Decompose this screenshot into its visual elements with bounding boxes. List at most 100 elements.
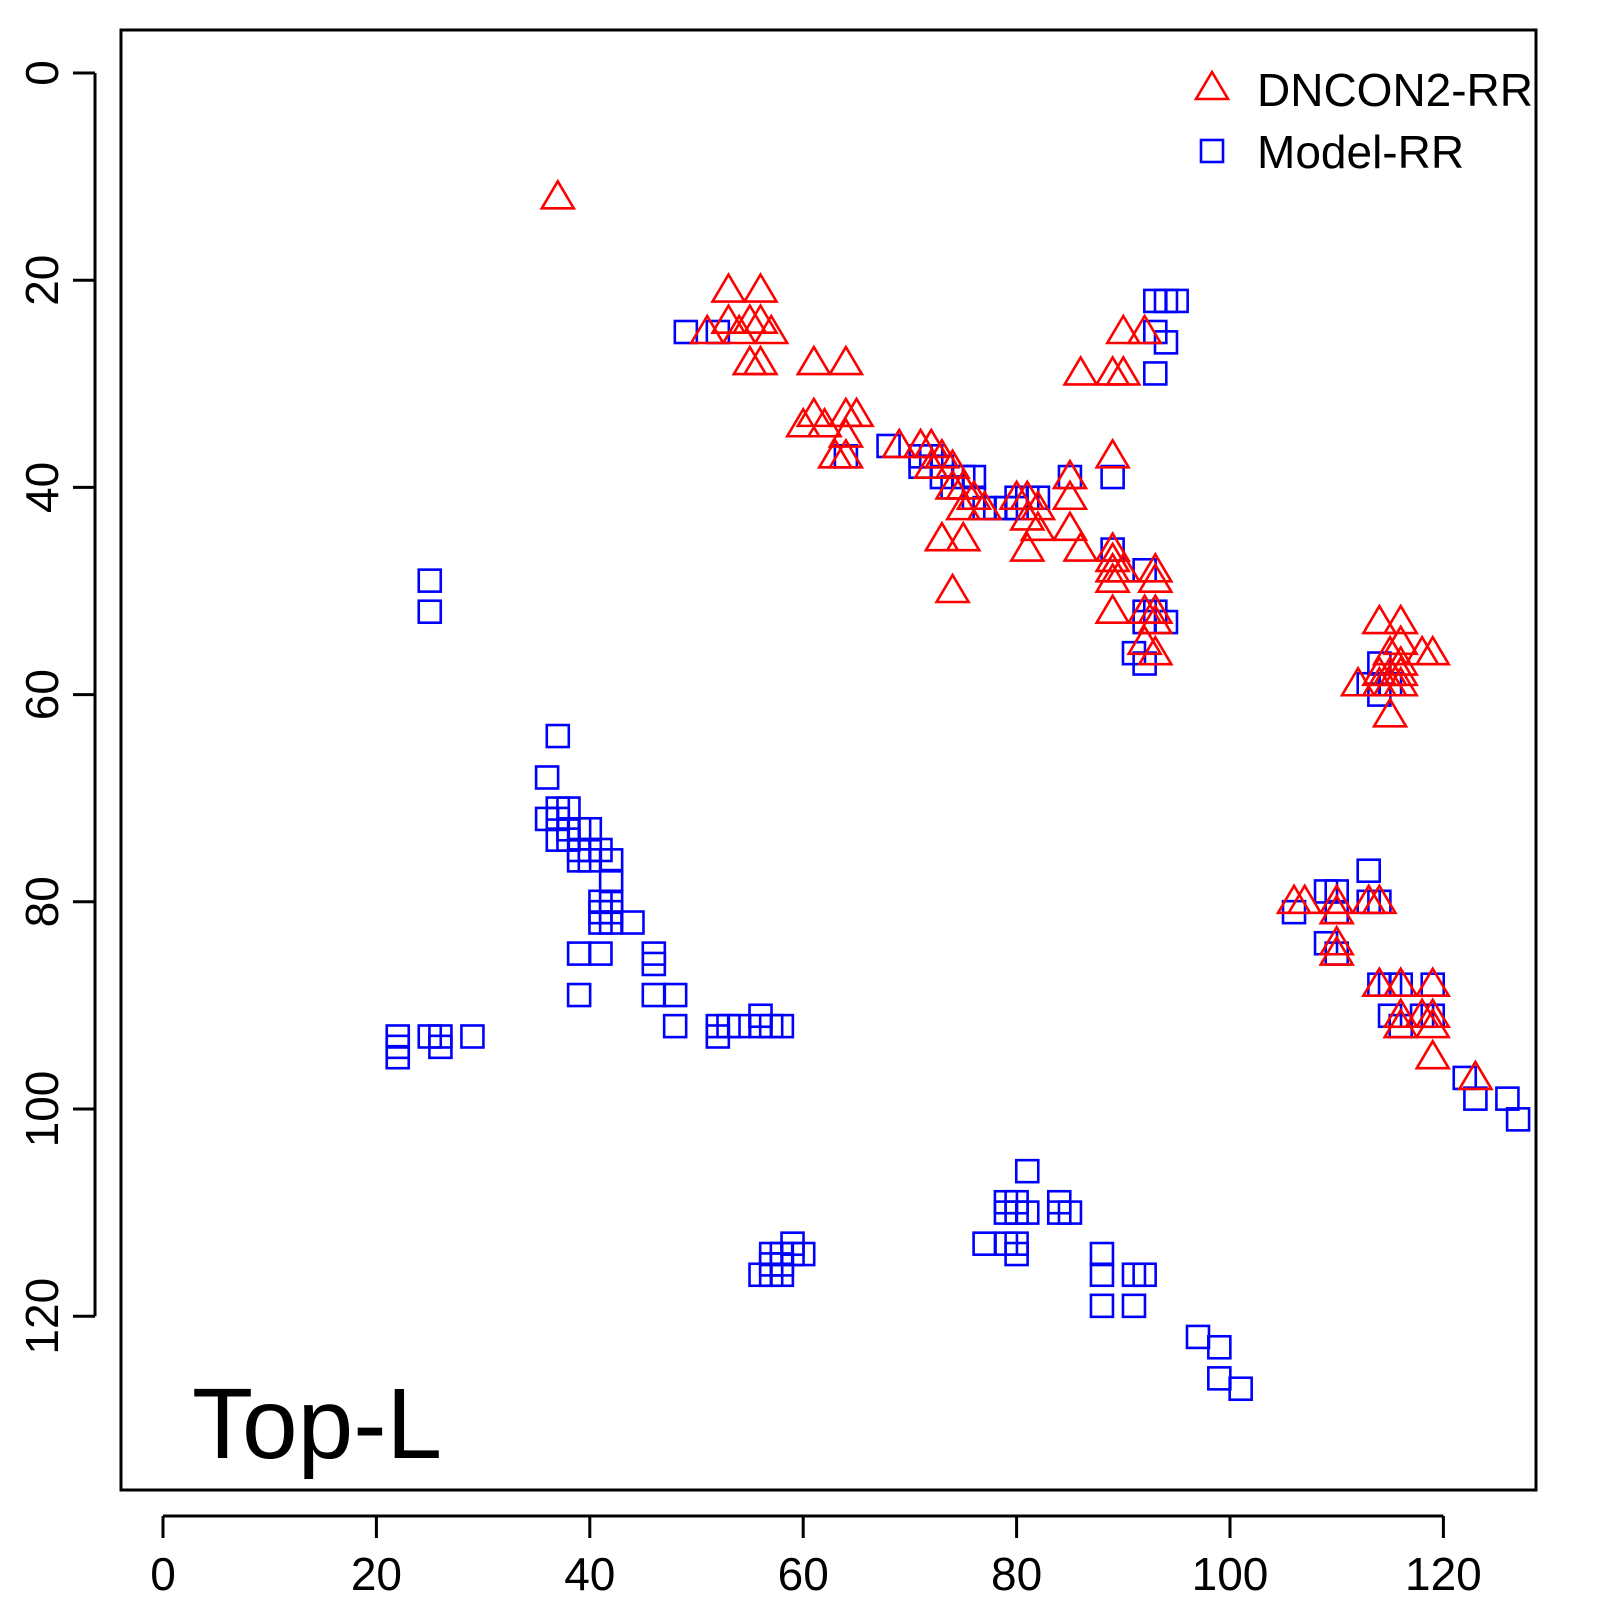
dncon2-rr-point [1105, 313, 1142, 345]
x-axis: 0 20 40 60 80 100 120 [150, 1514, 1482, 1600]
dncon2-rr-point [1414, 1038, 1452, 1070]
x-tick-label: 100 [1192, 1548, 1269, 1600]
x-tick-label: 20 [351, 1548, 402, 1600]
legend-triangle-icon [1193, 69, 1231, 101]
model-rr-point [1228, 1376, 1253, 1402]
model-rr-point [1014, 1200, 1040, 1225]
model-rr-point [588, 941, 613, 966]
dncon2-rr-point [923, 520, 961, 552]
panel-label: Top-L [192, 1368, 442, 1480]
dncon2-rr-point [720, 313, 758, 345]
plot-frame [119, 28, 1538, 1492]
legend: DNCON2-RR Model-RR [1193, 64, 1533, 178]
x-tick-label: 40 [564, 1548, 615, 1600]
model-rr-point [545, 723, 571, 749]
model-rr-point [662, 1013, 688, 1039]
model-rr-point [534, 765, 560, 790]
dncon2-rr-point [1286, 883, 1323, 915]
dncon2-rr-point [827, 437, 865, 469]
model-rr-point [1132, 1262, 1157, 1288]
y-tick-label: 120 [16, 1278, 68, 1355]
dncon2-rr-point [1137, 551, 1174, 583]
model-rr-point [417, 568, 443, 593]
model-rr-point [417, 599, 443, 625]
dncon2-rr-point [1094, 562, 1131, 593]
dncon2-rr-point [742, 272, 779, 303]
dncon2-rr-point [1318, 935, 1355, 966]
dncon2-rr-point [827, 344, 865, 376]
points-layer [385, 178, 1531, 1402]
model-rr-point [1121, 1293, 1147, 1319]
dncon2-rr-point [1062, 354, 1099, 386]
dncon2-rr-point [1361, 883, 1398, 915]
dncon2-rr-point [1414, 634, 1452, 666]
legend-label-model: Model-RR [1257, 126, 1464, 178]
y-tick-label: 60 [16, 669, 68, 720]
dncon2-rr-point [838, 396, 875, 428]
dncon2-rr-point [1062, 531, 1099, 562]
series-triangle-points [539, 178, 1494, 1091]
dncon2-rr-point [1051, 458, 1089, 490]
dncon2-rr-point [1019, 510, 1057, 542]
dncon2-rr-point [1137, 593, 1174, 625]
dncon2-rr-point [934, 572, 971, 604]
legend-label-dncon2: DNCON2-RR [1257, 64, 1533, 116]
dncon2-rr-point [1371, 696, 1409, 728]
dncon2-rr-point [944, 489, 982, 521]
model-rr-point [566, 982, 592, 1008]
model-rr-point [641, 951, 667, 977]
model-rr-point [620, 910, 645, 935]
x-tick-label: 60 [778, 1548, 829, 1600]
dncon2-rr-point [1361, 603, 1398, 635]
dncon2-rr-point [1382, 665, 1420, 697]
dncon2-rr-point [710, 272, 747, 303]
dncon2-rr-point [827, 417, 865, 448]
x-tick-label: 80 [991, 1548, 1042, 1600]
dncon2-rr-point [1137, 603, 1174, 635]
y-tick-label: 100 [16, 1071, 68, 1148]
model-rr-point [428, 1034, 453, 1060]
model-rr-point [769, 1013, 795, 1039]
y-axis: 0 20 40 60 80 100 120 [16, 60, 97, 1355]
dncon2-rr-point [934, 448, 971, 479]
dncon2-rr-point [1094, 531, 1131, 562]
dncon2-rr-point [1339, 665, 1377, 697]
dncon2-rr-point [1318, 924, 1355, 956]
dncon2-rr-point [1126, 313, 1163, 345]
dncon2-rr-point [1094, 593, 1131, 625]
legend-square-icon [1199, 138, 1225, 164]
dncon2-rr-point [1051, 479, 1089, 511]
dncon2-rr-point [1382, 966, 1420, 997]
y-tick-label: 20 [16, 255, 68, 306]
model-rr-point [460, 1024, 485, 1049]
dncon2-rr-point [1382, 603, 1420, 635]
model-rr-point [1143, 361, 1168, 386]
dncon2-rr-point [1137, 562, 1174, 593]
dncon2-rr-point [1051, 510, 1089, 542]
dncon2-rr-point [1318, 883, 1355, 915]
dncon2-rr-point [539, 178, 577, 210]
model-rr-point [1089, 1293, 1115, 1319]
dncon2-rr-point [1457, 1059, 1494, 1091]
dncon2-rr-point [1414, 997, 1452, 1029]
model-rr-point [1057, 1200, 1083, 1225]
y-tick-label: 80 [16, 876, 68, 927]
dncon2-rr-point [1105, 354, 1142, 386]
model-rr-point [1004, 1241, 1029, 1267]
y-tick-label: 40 [16, 462, 68, 513]
dncon2-rr-point [784, 406, 822, 438]
dncon2-rr-point [880, 427, 918, 459]
dncon2-rr-point [742, 344, 779, 376]
model-rr-point [385, 1044, 411, 1070]
model-rr-point [1164, 288, 1189, 314]
model-rr-point [1505, 1107, 1531, 1132]
dncon2-rr-point [795, 344, 833, 376]
dncon2-rr-point [752, 313, 790, 345]
x-tick-label: 120 [1405, 1548, 1482, 1600]
dncon2-rr-point [1137, 634, 1174, 666]
dncon2-rr-point [1008, 531, 1046, 562]
model-rr-point [705, 1024, 731, 1049]
dncon2-rr-point [1414, 966, 1452, 997]
